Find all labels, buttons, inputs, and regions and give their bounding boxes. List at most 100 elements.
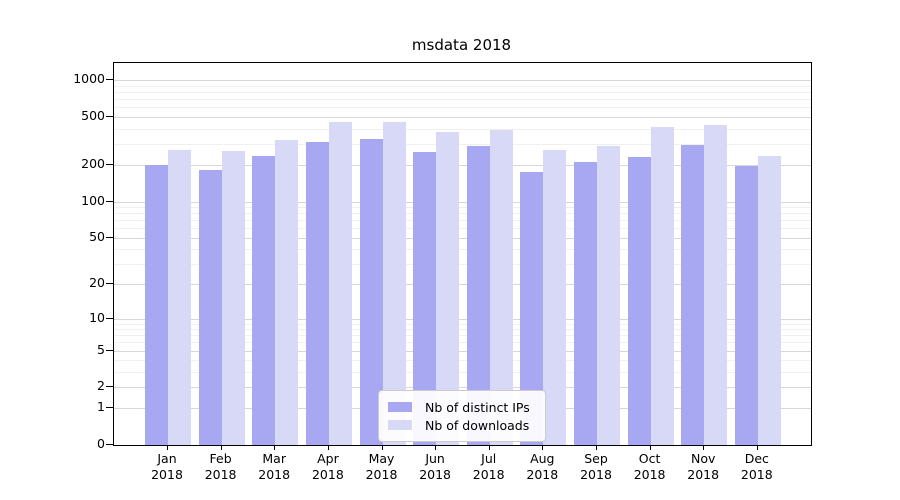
y-tick-label: 1000 (73, 71, 105, 87)
y-tick-label: 0 (97, 436, 105, 451)
legend-label: Nb of distinct IPs (425, 399, 530, 415)
bar-distinct-ips (681, 145, 705, 445)
x-tick-label: Nov 2018 (687, 451, 720, 482)
x-tick-mark (596, 445, 597, 450)
y-tick-mark (106, 349, 113, 351)
bar-downloads (597, 145, 620, 445)
y-tick-mark (106, 317, 113, 319)
gridline-major (114, 117, 811, 118)
plot-area (113, 62, 812, 446)
bar-distinct-ips (734, 166, 758, 445)
y-tick-mark (106, 79, 113, 81)
bar-downloads (704, 124, 728, 445)
gridline-major (114, 318, 811, 320)
y-tick-label: 20 (89, 275, 105, 291)
x-tick-label: Sep 2018 (580, 451, 612, 482)
gridline-minor (114, 107, 811, 109)
bar-distinct-ips (252, 156, 276, 445)
y-tick-mark (106, 386, 113, 387)
bar-downloads (489, 129, 513, 445)
gridline-minor (114, 342, 811, 344)
y-tick-mark (106, 283, 113, 285)
bar-downloads (436, 132, 460, 445)
gridline-minor (114, 207, 811, 208)
y-tick-label: 2 (97, 378, 105, 393)
bar-downloads (650, 127, 674, 445)
bar-distinct-ips (359, 139, 383, 445)
x-tick-label: Oct 2018 (633, 451, 666, 482)
gridline-major (114, 165, 811, 167)
bar-distinct-ips (574, 162, 597, 445)
x-tick-mark (649, 445, 651, 450)
y-tick-label: 200 (81, 156, 105, 172)
x-tick-mark (756, 445, 758, 450)
legend-swatch-icon (388, 420, 412, 430)
x-tick-mark (488, 445, 490, 450)
y-tick-label: 100 (81, 192, 105, 208)
x-tick-label: Jul 2018 (472, 451, 505, 482)
legend-swatch-icon (388, 402, 412, 412)
gridline-major (114, 387, 811, 388)
legend-label: Nb of downloads (425, 417, 530, 433)
x-tick-label: Mar 2018 (258, 451, 291, 482)
x-tick-label: Apr 2018 (311, 451, 344, 482)
x-tick-label: Feb 2018 (204, 451, 237, 482)
gridline-minor (114, 263, 811, 265)
x-tick-label: Jan 2018 (151, 451, 183, 482)
x-tick-mark (220, 445, 222, 450)
bar-distinct-ips (305, 142, 329, 445)
bar-downloads (543, 150, 567, 445)
bar-downloads (757, 155, 781, 445)
bar-distinct-ips (520, 171, 544, 445)
y-tick-label: 5 (97, 341, 105, 357)
x-tick-label: Jun 2018 (419, 451, 451, 482)
y-tick-mark (106, 236, 113, 238)
gridline-minor (114, 99, 811, 101)
gridline-major (114, 80, 811, 82)
gridline-minor (114, 335, 811, 337)
bar-downloads (382, 122, 406, 445)
y-tick-label: 500 (81, 108, 105, 123)
gridline-minor (114, 220, 811, 222)
y-tick-mark (106, 444, 113, 445)
legend-item: Nb of downloads (388, 417, 535, 433)
gridline-minor (114, 323, 811, 325)
gridline-minor (114, 92, 811, 94)
bar-downloads (168, 149, 191, 445)
bar-distinct-ips (145, 165, 168, 445)
gridline-minor (114, 213, 811, 215)
bar-downloads (275, 139, 299, 445)
x-tick-mark (381, 445, 383, 450)
gridline-minor (114, 228, 811, 230)
bar-downloads (328, 121, 352, 445)
x-tick-mark (703, 445, 705, 450)
x-tick-label: Dec 2018 (740, 451, 773, 482)
y-tick-mark (106, 164, 113, 166)
gridline-minor (114, 360, 811, 362)
gridline-minor (114, 371, 811, 373)
gridline-minor (114, 143, 811, 145)
gridline-minor (114, 128, 811, 130)
gridline-major (114, 350, 811, 352)
legend: Nb of distinct IPs Nb of downloads (378, 390, 546, 442)
x-tick-mark (274, 445, 276, 450)
x-tick-mark (327, 445, 329, 450)
x-tick-mark (167, 445, 168, 450)
gridline-major (114, 237, 811, 239)
y-tick-mark (106, 200, 113, 202)
x-tick-label: Aug 2018 (526, 451, 559, 482)
x-tick-mark (435, 445, 437, 450)
gridline-minor (114, 329, 811, 331)
y-tick-label: 50 (89, 228, 105, 244)
gridline-major (114, 284, 811, 286)
bar-distinct-ips (198, 170, 222, 445)
y-tick-label: 10 (89, 309, 105, 325)
bar-distinct-ips (466, 146, 490, 445)
x-tick-label: May 2018 (365, 451, 398, 482)
y-tick-mark (106, 116, 113, 117)
gridline-minor (114, 249, 811, 250)
chart-title: msdata 2018 (411, 36, 512, 54)
y-tick-label: 1 (97, 399, 105, 415)
bar-distinct-ips (627, 157, 651, 445)
